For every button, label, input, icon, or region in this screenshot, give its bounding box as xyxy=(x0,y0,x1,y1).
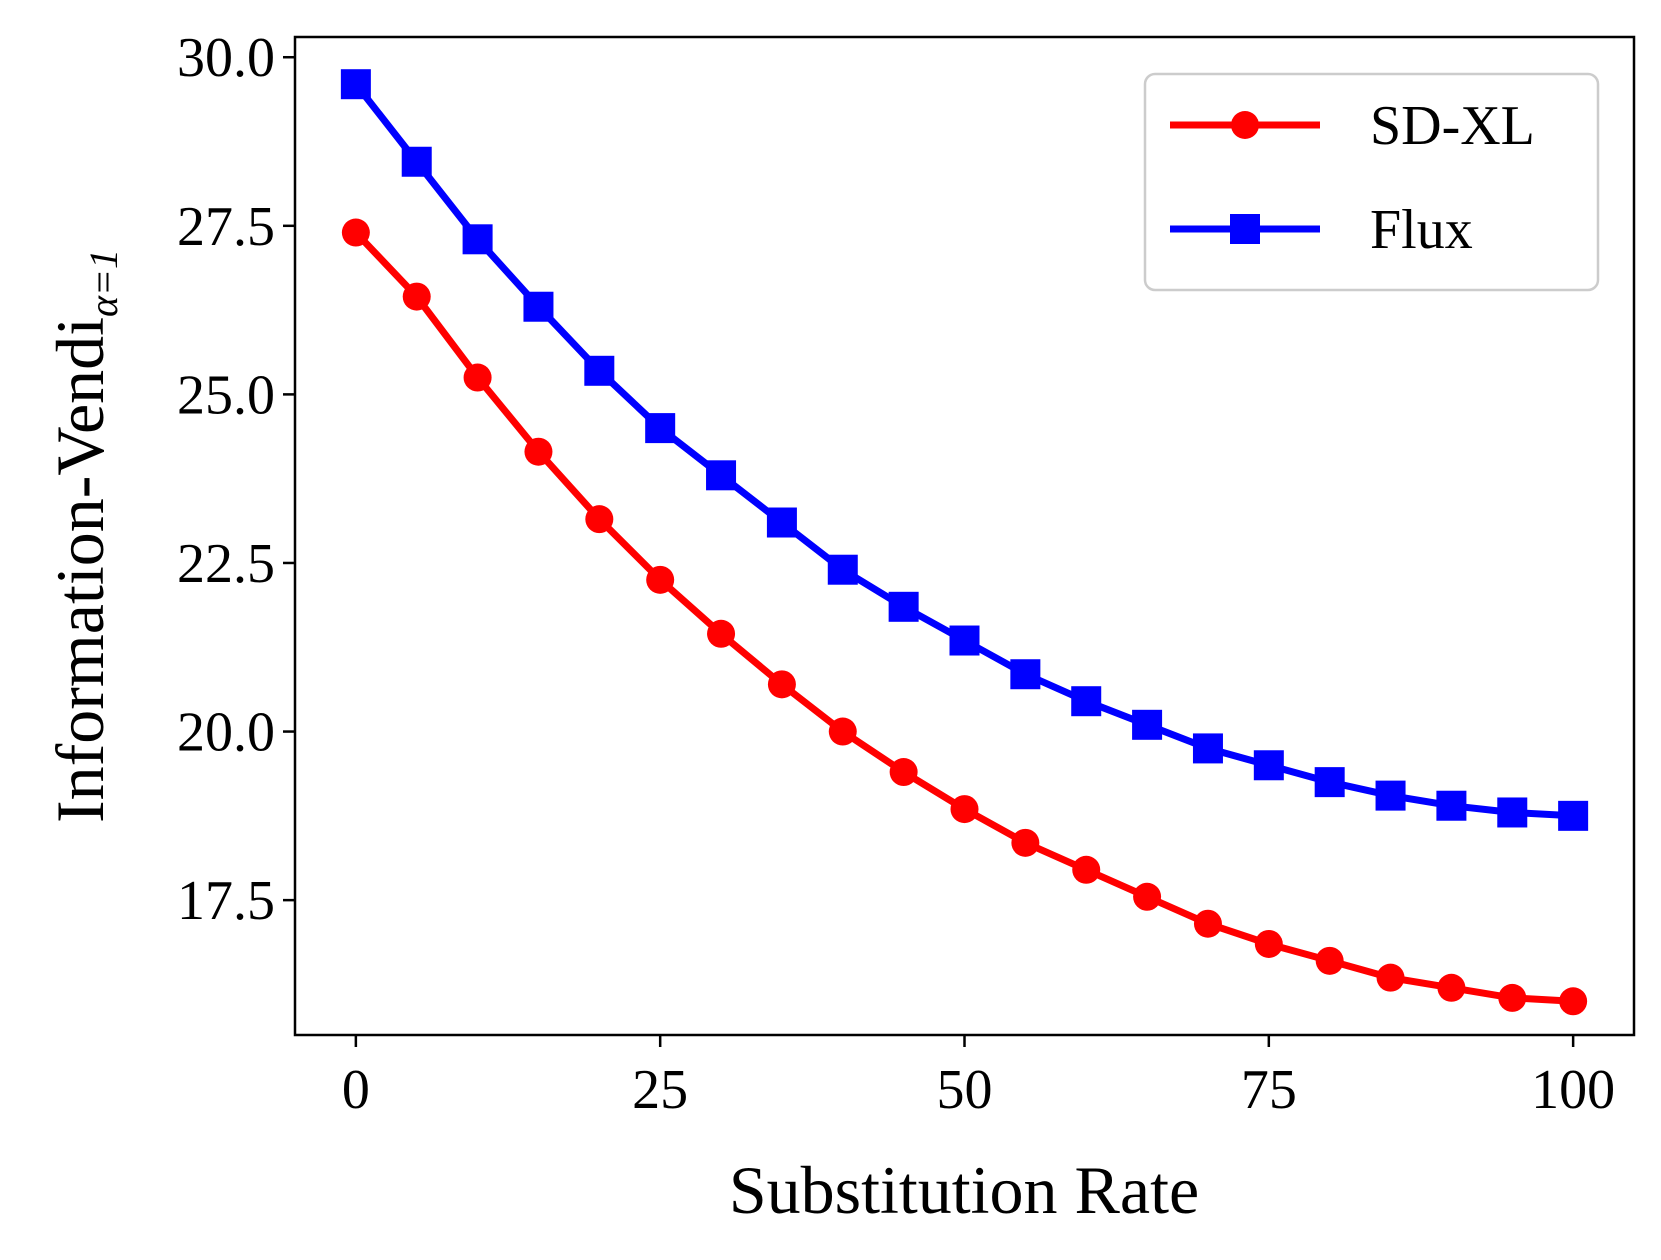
y-tick-label: 27.5 xyxy=(177,196,275,258)
y-tick-label: 22.5 xyxy=(177,533,275,595)
data-point-sd-xl xyxy=(950,795,979,824)
data-point-flux xyxy=(1071,686,1102,717)
data-point-flux xyxy=(1558,800,1589,831)
data-point-flux xyxy=(1192,733,1223,764)
data-point-flux xyxy=(888,591,919,622)
x-tick-label: 50 xyxy=(937,1059,993,1121)
plot-marks xyxy=(340,69,1589,1016)
legend-item-sd-xl: SD-XL xyxy=(1170,95,1535,157)
data-point-sd-xl xyxy=(1315,946,1344,975)
data-point-sd-xl xyxy=(1254,929,1283,958)
y-axis-title: Information-Vendiα=1 xyxy=(42,249,126,823)
legend-item-flux: Flux xyxy=(1170,199,1473,261)
data-point-sd-xl xyxy=(889,758,918,787)
data-point-sd-xl xyxy=(1498,983,1527,1012)
data-point-flux xyxy=(1436,790,1467,821)
data-point-flux xyxy=(1132,709,1163,740)
legend-marker-sd-xl xyxy=(1231,111,1259,139)
data-point-flux xyxy=(766,507,797,538)
x-axis-title: Substitution Rate xyxy=(729,1152,1199,1228)
y-tick-label: 25.0 xyxy=(177,364,275,426)
x-tick-label: 25 xyxy=(632,1059,688,1121)
data-point-flux xyxy=(1314,767,1345,798)
data-point-sd-xl xyxy=(1011,828,1040,857)
data-point-flux xyxy=(1497,797,1528,828)
legend-items: SD-XL Flux xyxy=(1170,95,1535,261)
y-tick-label: 20.0 xyxy=(177,702,275,764)
legend-label-sd-xl: SD-XL xyxy=(1370,95,1535,157)
legend: SD-XL Flux xyxy=(1143,72,1600,292)
data-point-flux xyxy=(827,554,858,585)
y-axis-title-subscript: α=1 xyxy=(81,249,126,317)
data-point-sd-xl xyxy=(1376,963,1405,992)
data-point-flux xyxy=(949,625,980,656)
data-point-sd-xl xyxy=(767,670,796,699)
data-point-flux xyxy=(584,355,615,386)
y-axis-title-main: Information-Vendi xyxy=(42,317,118,823)
data-point-sd-xl xyxy=(707,619,736,648)
data-point-sd-xl xyxy=(341,218,370,247)
data-point-sd-xl xyxy=(1437,973,1466,1002)
series-line-sd-xl xyxy=(353,230,1574,1005)
data-point-flux xyxy=(523,291,554,322)
legend-label-flux: Flux xyxy=(1370,199,1473,261)
data-point-sd-xl xyxy=(524,437,553,466)
y-tick-label: 30.0 xyxy=(177,27,275,89)
data-point-flux xyxy=(462,224,493,255)
data-point-sd-xl xyxy=(1193,909,1222,938)
data-point-sd-xl xyxy=(463,363,492,392)
data-point-sd-xl xyxy=(402,282,431,311)
y-tick-label: 17.5 xyxy=(177,870,275,932)
data-point-flux xyxy=(340,69,371,100)
data-point-sd-xl xyxy=(585,505,614,534)
data-point-sd-xl xyxy=(1559,987,1588,1016)
data-point-flux xyxy=(401,146,432,177)
data-point-sd-xl xyxy=(646,565,675,594)
data-point-flux xyxy=(1375,780,1406,811)
data-point-flux xyxy=(1253,750,1284,781)
x-tick-label: 75 xyxy=(1241,1059,1297,1121)
data-point-sd-xl xyxy=(828,717,857,746)
series-flux xyxy=(340,69,1589,831)
x-tick-label: 0 xyxy=(342,1059,370,1121)
data-point-sd-xl xyxy=(1133,882,1162,911)
y-axis-title-group: Information-Vendiα=1 xyxy=(42,249,126,823)
y-axis: 17.5 20.0 22.5 25.0 27.5 30.0 xyxy=(177,27,295,932)
data-point-flux xyxy=(706,460,737,491)
x-axis: 0 25 50 75 100 xyxy=(342,1035,1615,1121)
legend-marker-flux xyxy=(1230,214,1260,244)
data-point-sd-xl xyxy=(1072,855,1101,884)
data-point-flux xyxy=(645,413,676,444)
x-tick-label: 100 xyxy=(1531,1059,1615,1121)
data-point-flux xyxy=(1010,659,1041,690)
series-sd-xl xyxy=(341,218,1588,1016)
